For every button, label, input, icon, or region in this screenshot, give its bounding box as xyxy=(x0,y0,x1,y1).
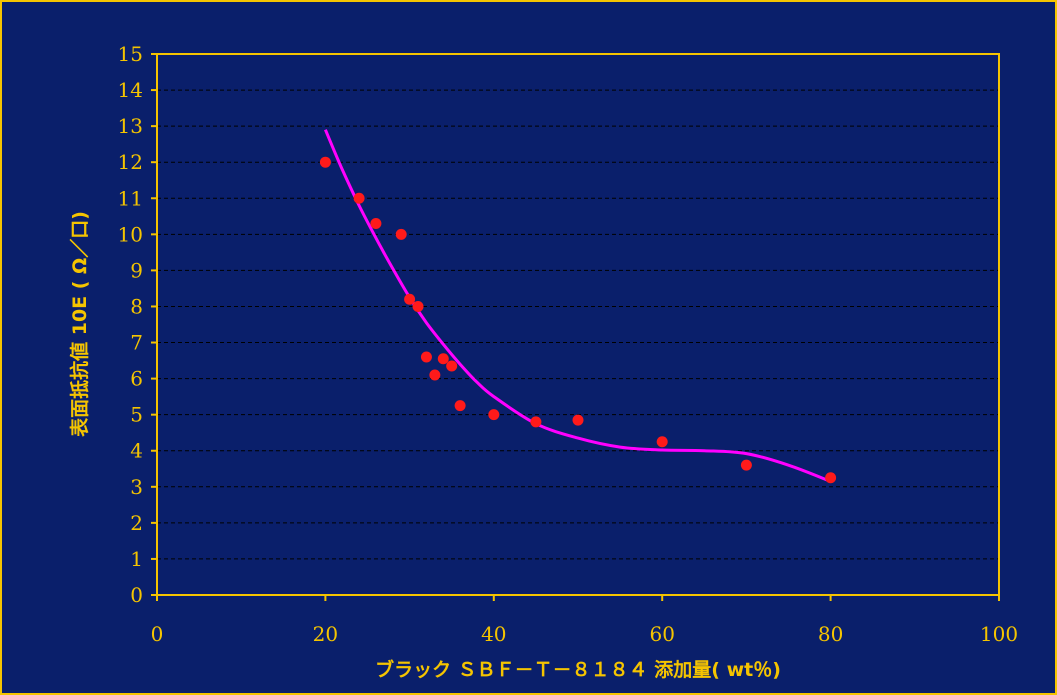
y-tick-label: 7 xyxy=(130,331,143,355)
data-point xyxy=(446,360,458,372)
y-tick-label: 0 xyxy=(130,583,143,607)
y-tick-label: 1 xyxy=(130,547,143,571)
fit-curve xyxy=(324,129,832,483)
data-point xyxy=(429,369,441,381)
x-tick-label: 0 xyxy=(151,622,164,646)
x-tick-labels: 0 20 40 60 80 100 xyxy=(151,622,1018,646)
y-tick-label: 4 xyxy=(130,439,143,463)
data-point xyxy=(404,293,416,305)
x-tick-label: 100 xyxy=(980,622,1018,646)
y-tick-label: 13 xyxy=(118,114,143,138)
y-tick-label: 14 xyxy=(118,78,143,102)
plot-area xyxy=(156,53,1000,596)
data-point xyxy=(825,472,837,484)
y-tick-label: 11 xyxy=(118,186,143,210)
x-tick-label: 40 xyxy=(481,622,506,646)
data-point xyxy=(319,156,331,168)
data-point xyxy=(740,459,752,471)
axis-ticks xyxy=(151,53,1000,601)
y-tick-label: 3 xyxy=(130,475,143,499)
data-points xyxy=(319,156,837,484)
data-point xyxy=(353,192,365,204)
y-tick-label: 2 xyxy=(130,511,143,535)
data-point xyxy=(488,409,500,421)
x-tick-label: 80 xyxy=(818,622,843,646)
y-tick-label: 12 xyxy=(118,150,143,174)
data-point xyxy=(437,353,449,365)
y-tick-label: 6 xyxy=(130,367,143,391)
y-tick-label: 9 xyxy=(130,258,143,282)
data-point xyxy=(530,416,542,428)
x-axis-title: ブラック ＳＢＦ－Ｔ－８１８４ 添加量( wt％) xyxy=(375,658,781,681)
data-point xyxy=(656,436,668,448)
grid-lines xyxy=(157,89,999,560)
data-point xyxy=(420,351,432,363)
data-point xyxy=(412,300,424,312)
y-tick-label: 15 xyxy=(118,42,143,66)
data-point xyxy=(454,400,466,412)
data-point xyxy=(370,218,382,230)
x-tick-label: 60 xyxy=(649,622,674,646)
x-tick-label: 20 xyxy=(313,622,338,646)
y-tick-label: 8 xyxy=(130,294,143,318)
y-tick-label: 10 xyxy=(118,222,143,246)
data-point xyxy=(572,414,584,426)
data-point xyxy=(395,228,407,240)
y-tick-label: 5 xyxy=(130,403,143,427)
y-axis-title: 表面抵抗値 10E ( Ω／口) xyxy=(68,211,91,437)
